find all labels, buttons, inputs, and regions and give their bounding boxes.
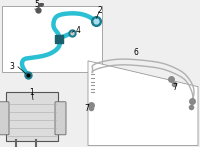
FancyBboxPatch shape — [0, 102, 9, 135]
FancyBboxPatch shape — [6, 92, 58, 141]
Text: 2: 2 — [98, 6, 102, 15]
Text: 6: 6 — [134, 48, 138, 57]
Text: 3: 3 — [10, 62, 14, 71]
Text: 1: 1 — [30, 88, 34, 97]
Text: 5: 5 — [35, 0, 39, 9]
Text: 4: 4 — [76, 26, 80, 35]
Bar — [2, 6, 102, 72]
FancyBboxPatch shape — [55, 102, 66, 135]
Polygon shape — [88, 61, 198, 146]
Text: 7: 7 — [85, 104, 89, 113]
Text: 7: 7 — [173, 83, 177, 92]
